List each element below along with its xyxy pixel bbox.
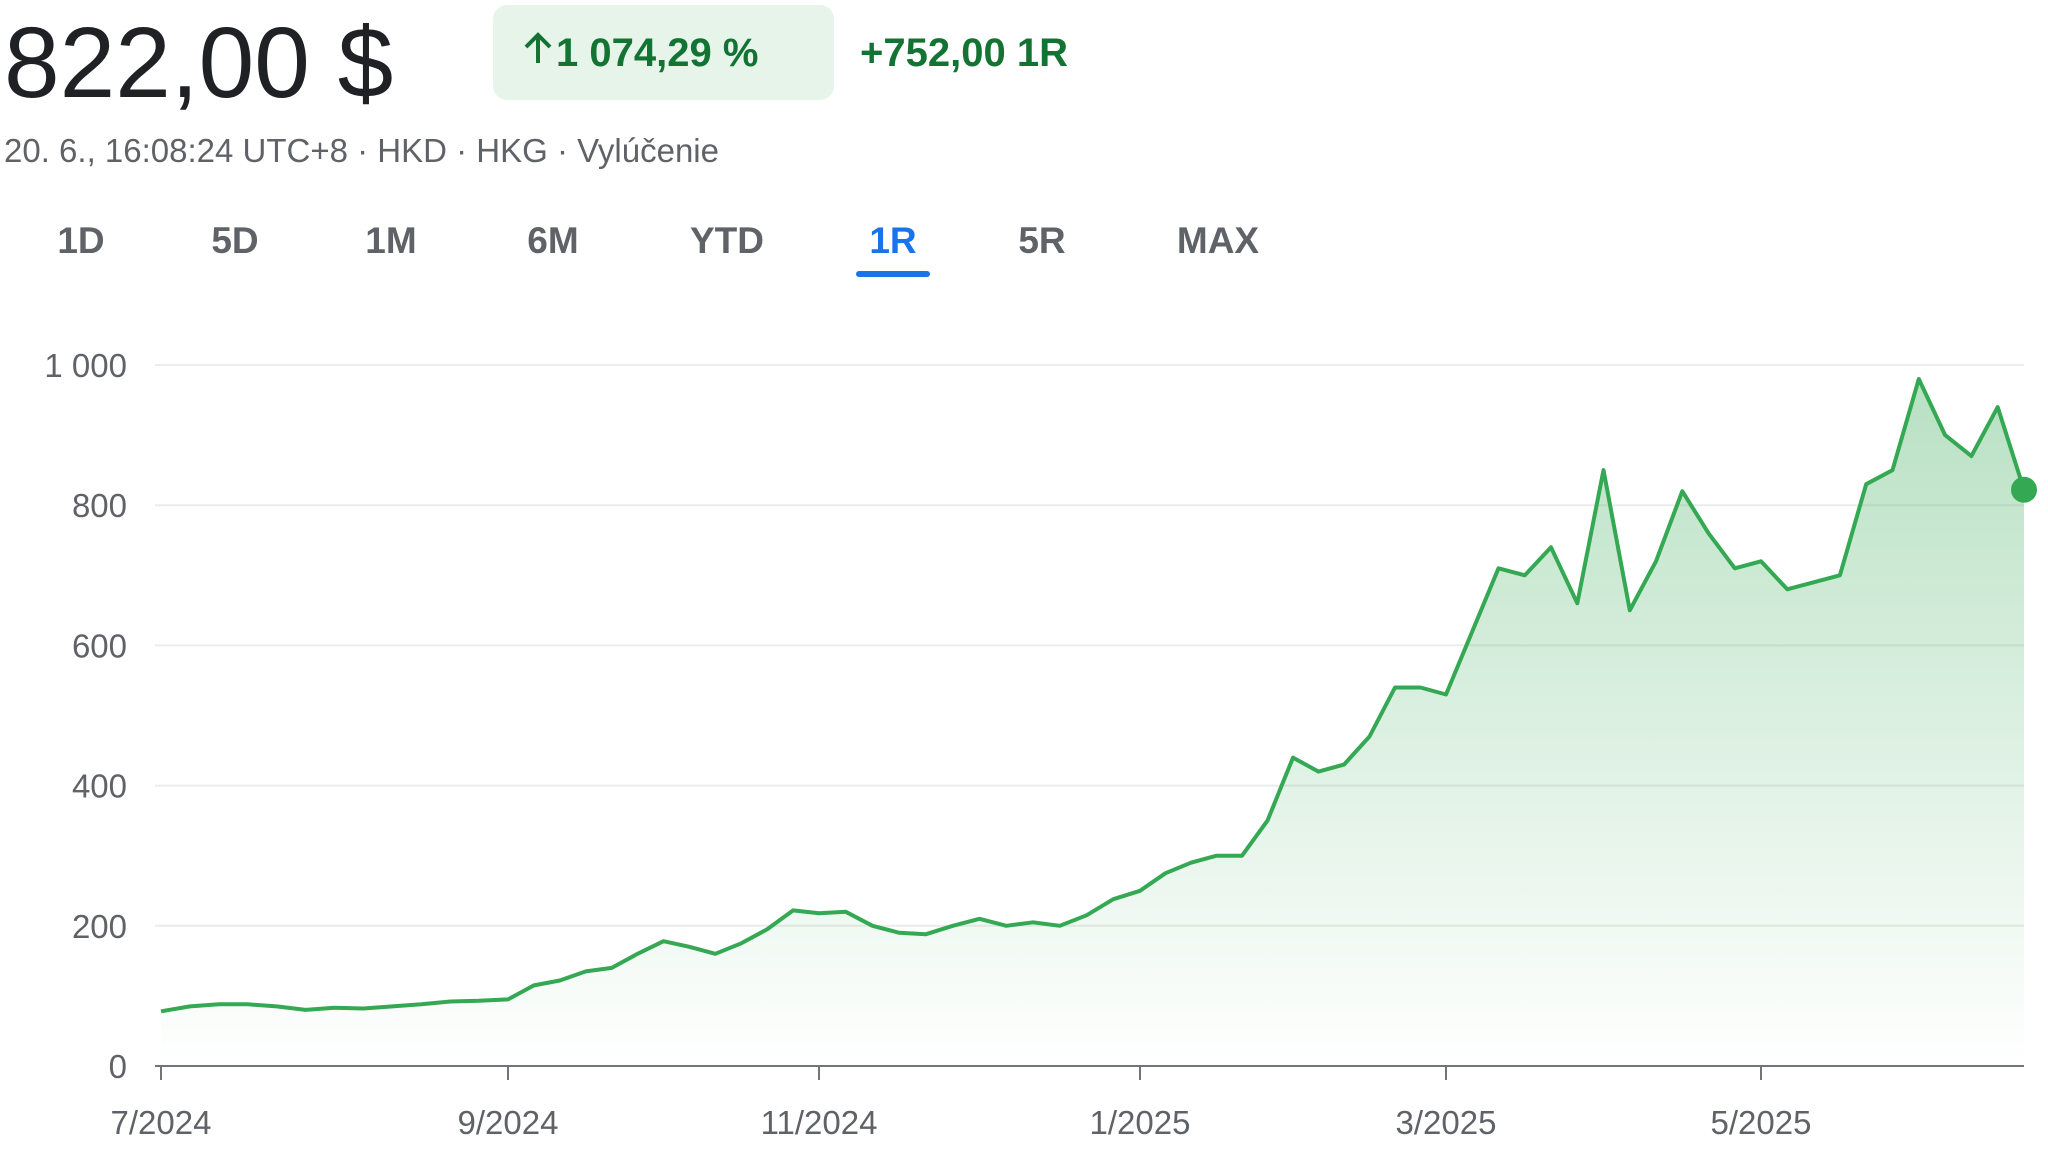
y-tick-label: 200 xyxy=(72,908,127,945)
price: 822,00 $ xyxy=(4,7,393,119)
change-percent: 1 074,29 % xyxy=(556,31,758,75)
range-tab[interactable]: 1M xyxy=(365,220,416,261)
change-absolute: +752,00 1R xyxy=(860,31,1068,75)
y-tick-label: 400 xyxy=(72,768,127,805)
range-tabs: 1D 5D 1M 6M YTD 1R 5R MAX xyxy=(57,220,1259,277)
tab-underline xyxy=(856,271,930,277)
range-tab[interactable]: 1R xyxy=(869,220,916,261)
y-tick-label: 1 000 xyxy=(44,347,127,384)
last-price-dot xyxy=(2011,476,2037,503)
x-tick-label: 11/2024 xyxy=(761,1104,878,1141)
price-area xyxy=(161,379,2024,1066)
range-tab[interactable]: YTD xyxy=(690,220,764,261)
range-tab[interactable]: 5D xyxy=(211,220,258,261)
y-tick-label: 600 xyxy=(72,627,127,664)
y-tick-label: 800 xyxy=(72,487,127,524)
subtitle: 20. 6., 16:08:24 UTC+8 · HKD · HKG · Vyl… xyxy=(4,132,719,169)
x-tick-label: 5/2025 xyxy=(1711,1104,1812,1141)
x-tick-label: 7/2024 xyxy=(111,1104,212,1141)
range-tab[interactable]: 6M xyxy=(527,220,578,261)
range-tab[interactable]: 5R xyxy=(1018,220,1065,261)
range-tab[interactable]: MAX xyxy=(1177,220,1260,261)
chart: 0 200 400 600 800 1 000 7/2024 9/2024 11/2024 1/2… xyxy=(44,347,2037,1141)
x-tick-label: 9/2024 xyxy=(458,1104,559,1141)
up-arrow-icon xyxy=(524,32,552,63)
x-tick-label: 1/2025 xyxy=(1090,1104,1191,1141)
y-tick-label: 0 xyxy=(109,1048,127,1085)
range-tab[interactable]: 1D xyxy=(57,220,104,261)
price-line xyxy=(160,377,2026,1014)
x-tick-label: 3/2025 xyxy=(1396,1104,1497,1141)
change-badge xyxy=(493,5,834,100)
